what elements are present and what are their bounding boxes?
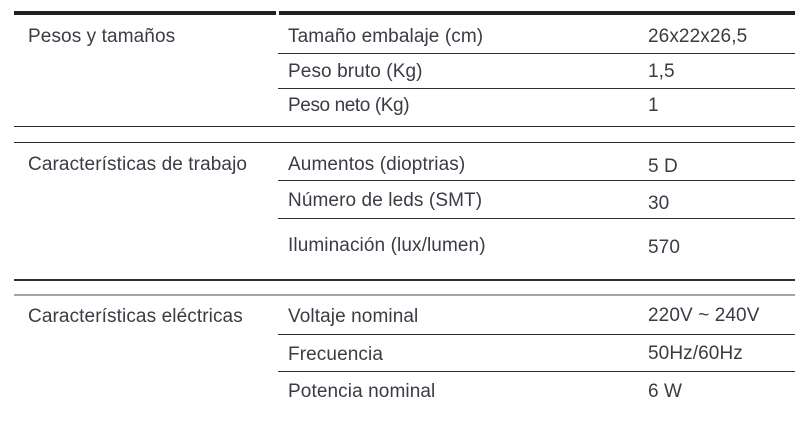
table-top-border	[14, 11, 795, 15]
row-value: 6 W	[648, 381, 683, 402]
row-label: Iluminación (lux/lumen)	[288, 235, 486, 256]
section-category-label: Características eléctricas	[28, 306, 243, 327]
row-value: 26x22x26,5	[648, 26, 748, 47]
row-label: Potencia nominal	[288, 381, 436, 402]
row-divider	[278, 218, 795, 219]
row-label: Peso bruto (Kg)	[288, 61, 423, 82]
row-divider	[278, 334, 795, 335]
section-separator	[14, 142, 795, 143]
top-border-column-notch	[276, 11, 279, 15]
row-value: 5 D	[648, 156, 678, 177]
row-label: Aumentos (dioptrias)	[288, 154, 466, 175]
section-category-label: Características de trabajo	[28, 154, 248, 175]
row-divider	[278, 88, 795, 89]
row-value: 220V ~ 240V	[648, 305, 760, 326]
section-separator	[14, 126, 795, 127]
row-value: 570	[648, 237, 681, 258]
row-label: Frecuencia	[288, 344, 383, 365]
row-value: 1,5	[648, 61, 675, 82]
row-value: 50Hz/60Hz	[648, 343, 743, 364]
section-separator	[14, 294, 795, 296]
section-separator	[14, 279, 795, 281]
row-divider	[278, 180, 795, 181]
row-value: 30	[648, 193, 670, 214]
section-category-label: Pesos y tamaños	[28, 26, 176, 47]
row-value: 1	[648, 95, 659, 116]
row-label: Tamaño embalaje (cm)	[288, 26, 484, 47]
row-divider	[278, 371, 795, 372]
row-label: Número de leds (SMT)	[288, 190, 483, 211]
row-divider	[278, 53, 795, 54]
row-label: Peso neto (Kg)	[288, 95, 410, 116]
row-label: Voltaje nominal	[288, 306, 419, 327]
